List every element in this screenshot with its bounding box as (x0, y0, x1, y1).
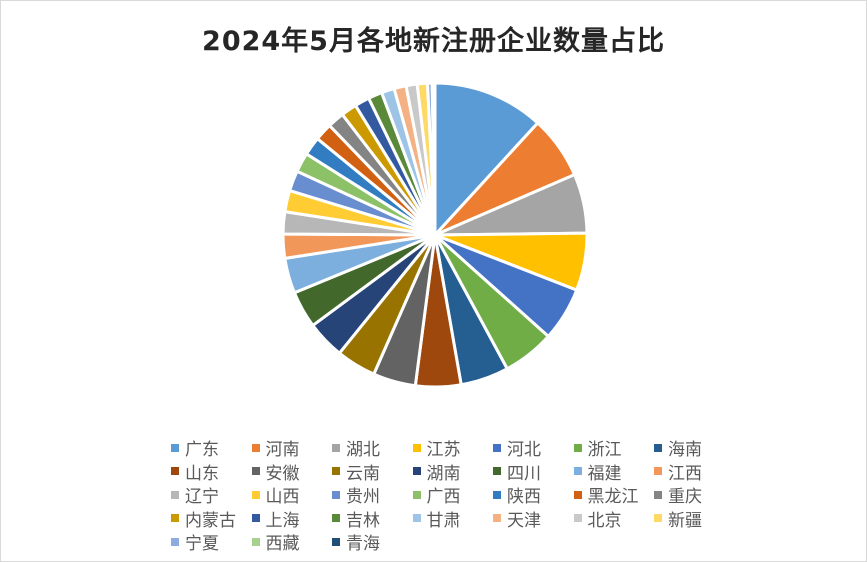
legend-item: 河南 (251, 435, 300, 460)
legend-label: 安徽 (265, 463, 300, 484)
legend-item: 天津 (493, 506, 541, 531)
legend-item: 云南 (332, 459, 380, 484)
legend-item: 辽宁 (171, 482, 219, 507)
legend-label: 宁夏 (185, 534, 219, 554)
legend-swatch-icon (493, 514, 501, 522)
legend-item: 青海 (332, 529, 380, 554)
legend-item: 广西 (412, 482, 461, 507)
legend-label: 福建 (587, 463, 622, 484)
pie-slice-广东 (433, 81, 540, 239)
legend-swatch-icon (171, 514, 179, 522)
legend-item: 黑龙江 (573, 482, 639, 507)
legend-swatch-icon (171, 537, 179, 546)
legend-swatch-icon (332, 490, 340, 499)
legend-label: 北京 (587, 510, 622, 531)
legend-item: 湖南 (412, 459, 461, 484)
legend-item: 浙江 (573, 435, 622, 460)
legend-item: 安徽 (251, 459, 300, 484)
legend-item: 贵州 (332, 482, 380, 507)
legend-swatch-icon (251, 467, 260, 475)
legend-label: 甘肃 (426, 510, 461, 531)
legend-item: 新疆 (654, 506, 702, 531)
legend-label: 广西 (426, 487, 461, 507)
legend-label: 陕西 (507, 487, 541, 507)
legend-label: 河北 (507, 440, 541, 460)
legend-swatch-icon (251, 514, 260, 522)
legend-label: 青海 (346, 534, 380, 554)
legend-label: 辽宁 (185, 487, 219, 507)
legend-swatch-icon (573, 490, 582, 499)
chart-title: 2024年5月各地新注册企业数量占比 (202, 26, 665, 57)
legend-label: 河南 (265, 440, 300, 460)
legend-swatch-icon (412, 443, 421, 452)
legend-label: 江西 (668, 463, 702, 484)
legend-label: 内蒙古 (185, 510, 236, 531)
legend-item: 北京 (573, 506, 622, 531)
legend-item: 河北 (493, 435, 541, 460)
legend-item: 海南 (654, 435, 702, 460)
legend-label: 湖北 (346, 440, 380, 460)
legend-swatch-icon (332, 537, 340, 546)
legend-swatch-icon (332, 443, 340, 452)
legend-label: 江苏 (426, 440, 461, 460)
legend-item: 陕西 (493, 482, 541, 507)
legend-label: 黑龙江 (587, 487, 639, 507)
legend-swatch-icon (654, 514, 662, 522)
legend-item: 上海 (251, 506, 300, 531)
legend-item: 福建 (573, 459, 622, 484)
legend-label: 四川 (507, 463, 541, 484)
legend-label: 上海 (265, 510, 300, 531)
legend-item: 江苏 (412, 435, 461, 460)
legend-label: 湖南 (426, 463, 461, 484)
legend-label: 浙江 (587, 440, 622, 460)
legend-swatch-icon (654, 443, 662, 452)
legend-item: 江西 (654, 459, 702, 484)
legend-swatch-icon (412, 467, 421, 475)
legend-swatch-icon (251, 537, 260, 546)
legend-label: 山东 (185, 463, 219, 484)
legend-swatch-icon (251, 443, 260, 452)
legend-swatch-icon (171, 467, 179, 475)
legend-item: 广东 (171, 435, 219, 460)
legend-swatch-icon (573, 443, 582, 452)
legend-item: 四川 (493, 459, 541, 484)
legend-label: 海南 (668, 440, 702, 460)
legend-swatch-icon (412, 490, 421, 499)
pie-chart (281, 81, 589, 389)
legend-swatch-icon (573, 467, 582, 475)
legend-label: 天津 (507, 510, 541, 531)
legend-swatch-icon (412, 514, 421, 522)
legend-item: 西藏 (251, 529, 300, 554)
legend-swatch-icon (573, 514, 582, 522)
legend-label: 重庆 (668, 487, 702, 507)
legend-swatch-icon (171, 443, 179, 452)
legend-label: 云南 (346, 463, 380, 484)
legend-label: 贵州 (346, 487, 380, 507)
legend-swatch-icon (493, 467, 501, 475)
legend-swatch-icon (493, 443, 501, 452)
legend-item: 内蒙古 (171, 506, 236, 531)
legend-swatch-icon (654, 490, 662, 499)
legend-swatch-icon (171, 490, 179, 499)
legend-swatch-icon (251, 490, 260, 499)
legend-item: 甘肃 (412, 506, 461, 531)
legend-label: 吉林 (346, 510, 380, 531)
legend-label: 山西 (265, 487, 300, 507)
legend-item: 吉林 (332, 506, 380, 531)
legend-label: 新疆 (668, 510, 702, 531)
legend-label: 广东 (185, 440, 219, 460)
legend-item: 湖北 (332, 435, 380, 460)
legend-swatch-icon (654, 467, 662, 475)
legend-swatch-icon (332, 467, 340, 475)
legend-label: 西藏 (265, 534, 300, 554)
legend-item: 山西 (251, 482, 300, 507)
legend-item: 重庆 (654, 482, 702, 507)
legend-item: 宁夏 (171, 529, 219, 554)
legend-swatch-icon (493, 490, 501, 499)
legend-item: 山东 (171, 459, 219, 484)
pie-slice-青海 (432, 81, 437, 236)
legend-swatch-icon (332, 514, 340, 522)
